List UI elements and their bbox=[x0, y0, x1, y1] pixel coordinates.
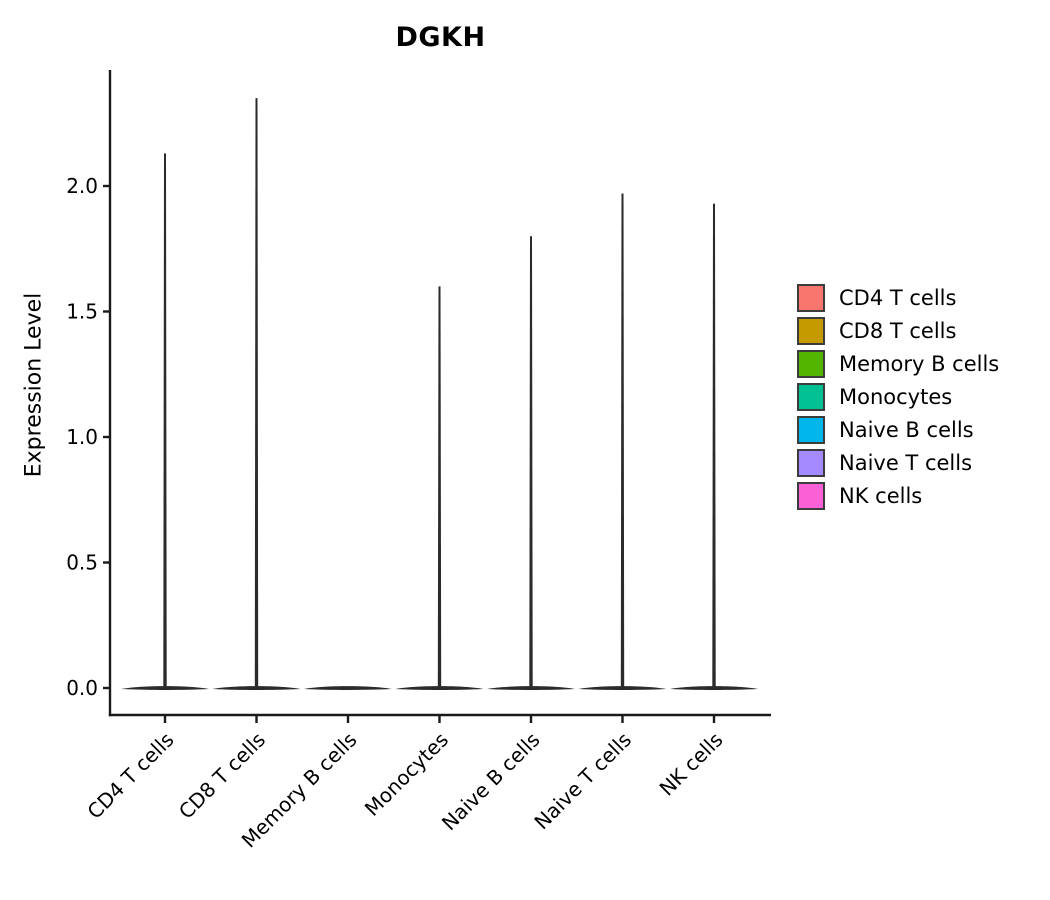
violin-body-memory-b-cells bbox=[304, 686, 392, 690]
legend-swatch-icon bbox=[797, 482, 825, 510]
legend-item: Memory B cells bbox=[797, 350, 999, 378]
x-tick-label: Naive T cells bbox=[529, 728, 636, 835]
legend-swatch-icon bbox=[797, 416, 825, 444]
x-tick-label: Monocytes bbox=[360, 728, 453, 821]
violin-body-naive-b-cells bbox=[487, 686, 575, 690]
violin-spike-cd4-t-cells bbox=[163, 153, 167, 688]
legend-swatch-icon bbox=[797, 449, 825, 477]
x-tick-label: CD8 T cells bbox=[174, 728, 270, 824]
legend-item: NK cells bbox=[797, 482, 999, 510]
violin-spike-naive-b-cells bbox=[529, 236, 533, 688]
legend-label: CD8 T cells bbox=[839, 319, 957, 343]
legend-item: CD4 T cells bbox=[797, 284, 999, 312]
violin-body-cd4-t-cells bbox=[121, 686, 209, 690]
violin-spike-nk-cells bbox=[712, 203, 716, 688]
legend-swatch-icon bbox=[797, 317, 825, 345]
x-tick-label: Naive B cells bbox=[437, 728, 545, 836]
legend-swatch-icon bbox=[797, 350, 825, 378]
violin-spike-monocytes bbox=[437, 286, 442, 688]
y-tick-label: 2.0 bbox=[66, 174, 98, 198]
legend-label: Monocytes bbox=[839, 385, 953, 409]
legend-label: CD4 T cells bbox=[839, 286, 957, 310]
legend-label: Memory B cells bbox=[839, 352, 1000, 376]
legend-label: NK cells bbox=[839, 484, 923, 508]
legend-item: Naive B cells bbox=[797, 416, 999, 444]
y-tick-label: 0.0 bbox=[66, 676, 98, 700]
y-tick-label: 1.5 bbox=[66, 300, 98, 324]
y-tick-label: 1.0 bbox=[66, 425, 98, 449]
chart-title: DGKH bbox=[395, 22, 486, 53]
legend-item: CD8 T cells bbox=[797, 317, 999, 345]
legend-label: Naive B cells bbox=[839, 418, 974, 442]
legend-label: Naive T cells bbox=[839, 451, 973, 475]
violin-body-monocytes bbox=[395, 686, 484, 690]
x-tick-label: NK cells bbox=[655, 728, 728, 801]
violin-body-nk-cells bbox=[670, 686, 758, 690]
violin-body-naive-t-cells bbox=[578, 686, 667, 690]
legend-swatch-icon bbox=[797, 383, 825, 411]
legend-swatch-icon bbox=[797, 284, 825, 312]
x-tick-label: CD4 T cells bbox=[82, 728, 178, 824]
violin-spike-cd8-t-cells bbox=[254, 98, 259, 688]
legend-item: Monocytes bbox=[797, 383, 999, 411]
legend: CD4 T cells CD8 T cells Memory B cells Mono… bbox=[797, 284, 999, 515]
y-tick-label: 0.5 bbox=[66, 551, 98, 575]
legend-item: Naive T cells bbox=[797, 449, 999, 477]
violin-body-cd8-t-cells bbox=[212, 686, 301, 690]
violin-spike-naive-t-cells bbox=[620, 193, 625, 688]
